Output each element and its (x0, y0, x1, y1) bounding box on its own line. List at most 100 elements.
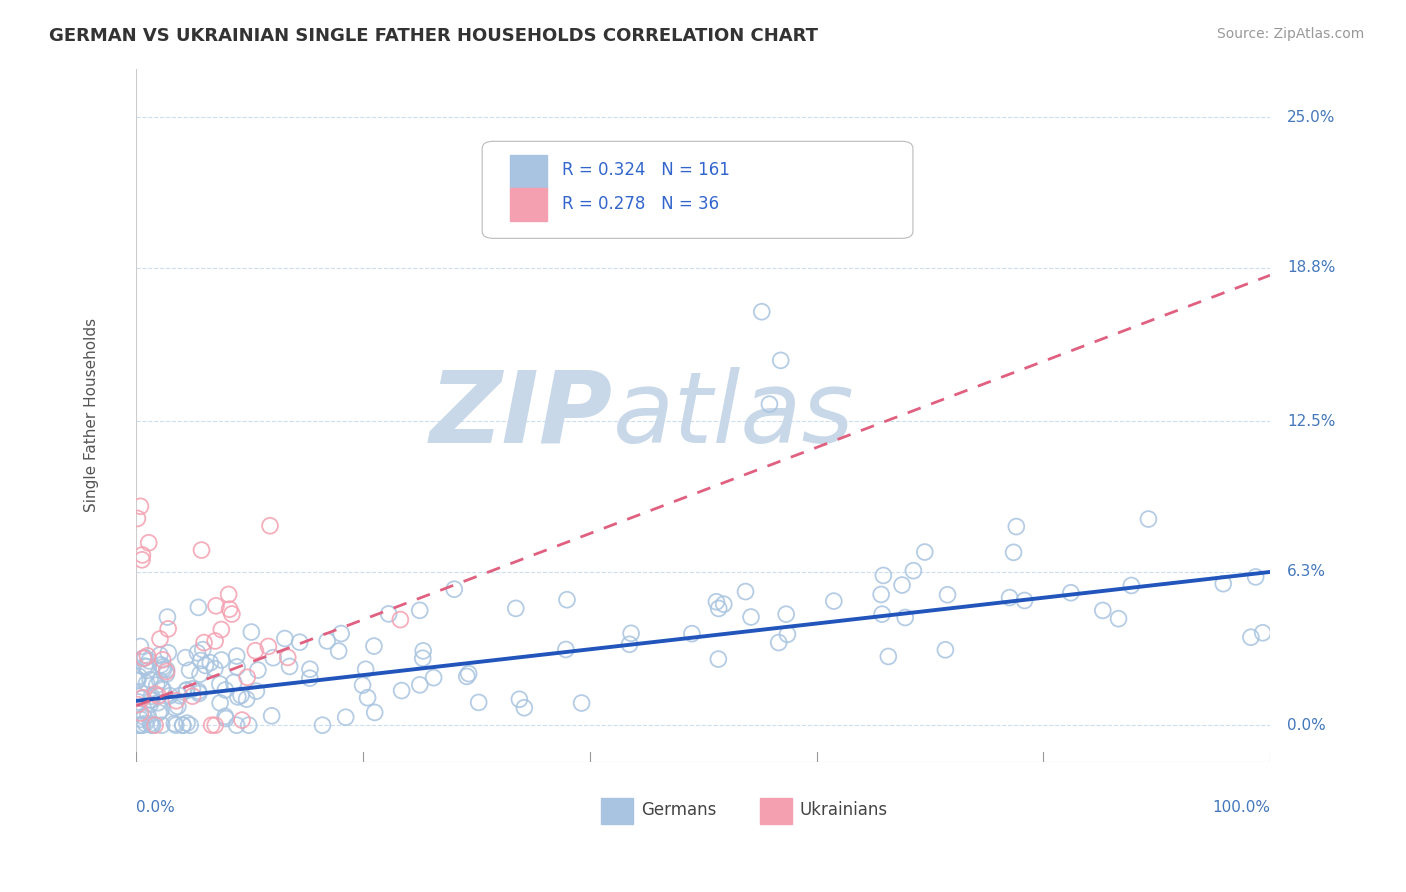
Point (740, 610, 762, 624)
Point (235, 692, 257, 706)
Point (456, 669, 478, 683)
Point (872, 568, 894, 582)
Point (311, 718, 333, 732)
Point (903, 564, 925, 578)
Point (129, 640, 152, 654)
Point (150, 681, 173, 696)
Text: 12.5%: 12.5% (1286, 414, 1336, 429)
Point (752, 171, 775, 186)
Point (769, 353, 792, 368)
Point (891, 578, 914, 592)
Point (146, 696, 169, 710)
Text: 0.0%: 0.0% (1286, 718, 1326, 732)
Point (156, 610, 179, 624)
Point (328, 644, 350, 658)
FancyBboxPatch shape (602, 797, 633, 824)
Point (356, 690, 378, 705)
Point (172, 718, 194, 732)
Point (894, 610, 917, 624)
Point (165, 694, 187, 708)
Point (143, 687, 166, 701)
Point (131, 548, 153, 562)
Point (288, 635, 311, 649)
Point (1014, 593, 1036, 607)
Point (409, 603, 432, 617)
Point (457, 666, 479, 681)
Point (136, 648, 159, 663)
Point (145, 678, 167, 692)
Point (768, 635, 790, 649)
Point (1137, 512, 1160, 526)
Point (260, 708, 283, 723)
Point (181, 681, 204, 696)
Text: atlas: atlas (613, 367, 855, 464)
Point (225, 718, 247, 732)
Point (278, 659, 301, 673)
FancyBboxPatch shape (510, 155, 547, 188)
Point (150, 718, 173, 732)
Point (138, 535, 160, 549)
Point (201, 718, 224, 732)
Point (136, 708, 159, 723)
Point (412, 644, 434, 658)
Point (205, 599, 228, 613)
Point (870, 607, 893, 622)
Point (132, 651, 155, 665)
Point (758, 397, 780, 411)
Point (681, 626, 703, 640)
Point (257, 640, 280, 654)
Point (706, 595, 728, 609)
Point (179, 718, 201, 732)
Point (187, 684, 209, 698)
Point (225, 648, 247, 663)
Point (166, 699, 188, 714)
Point (238, 718, 260, 732)
Text: 6.3%: 6.3% (1286, 565, 1326, 580)
Point (1251, 625, 1274, 640)
Point (141, 693, 163, 707)
Point (554, 642, 576, 657)
Point (363, 706, 385, 720)
Point (138, 654, 160, 668)
Point (1108, 612, 1130, 626)
Point (231, 713, 253, 727)
Point (707, 652, 730, 666)
Point (169, 689, 191, 703)
Point (188, 667, 211, 681)
Point (1244, 570, 1267, 584)
Point (129, 713, 152, 727)
Point (141, 718, 163, 732)
Point (363, 639, 385, 653)
Point (776, 627, 799, 641)
Point (707, 601, 730, 615)
Point (150, 657, 173, 672)
Point (214, 709, 236, 723)
Point (155, 663, 177, 677)
Point (274, 632, 297, 646)
Point (129, 500, 152, 514)
Point (179, 663, 201, 677)
Point (150, 703, 173, 717)
Text: GERMAN VS UKRAINIAN SINGLE FATHER HOUSEHOLDS CORRELATION CHART: GERMAN VS UKRAINIAN SINGLE FATHER HOUSEH… (49, 27, 818, 45)
Point (128, 718, 150, 732)
Point (165, 718, 187, 732)
Point (204, 662, 226, 676)
Point (132, 651, 155, 665)
Point (159, 689, 181, 703)
Point (218, 587, 240, 601)
Point (214, 683, 236, 698)
Point (823, 594, 845, 608)
Point (209, 696, 232, 710)
Point (187, 600, 209, 615)
Point (131, 718, 153, 732)
Point (200, 656, 222, 670)
Point (221, 607, 243, 621)
Point (391, 683, 413, 698)
Point (148, 706, 170, 720)
Point (298, 662, 321, 676)
Point (1002, 545, 1025, 559)
Point (128, 718, 150, 732)
Point (229, 689, 252, 703)
Point (713, 597, 735, 611)
Point (155, 667, 177, 681)
